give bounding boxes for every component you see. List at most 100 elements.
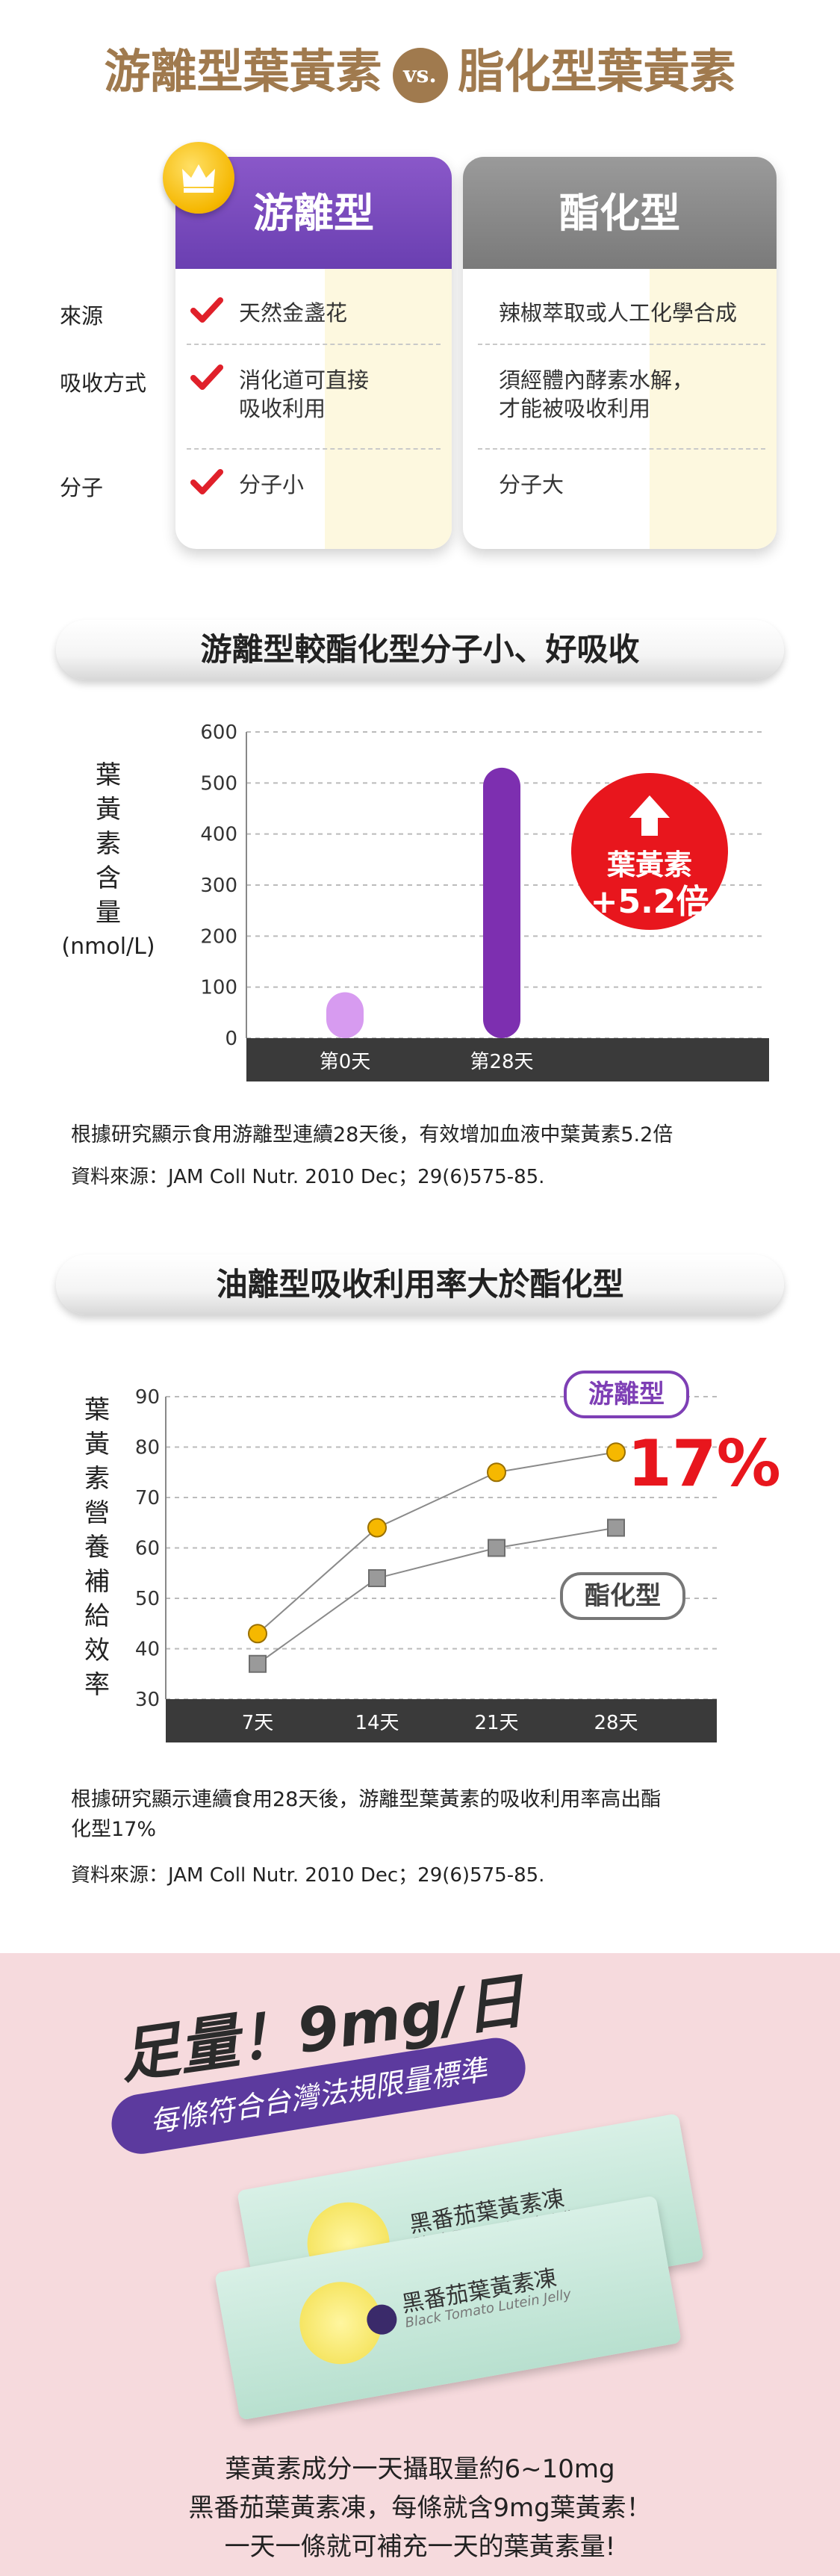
legend-ester-tag: 酯化型 [560,1572,685,1620]
ylabel-char: 補 [84,1567,110,1597]
ylabel-char: 黃 [84,1430,110,1459]
chart1-ylabel: 葉 黃 素 含 量 (nmol/L) [52,758,164,964]
row-label-absorb: 吸收方式 [60,370,147,396]
x-tick-label: 第0天 [320,1051,371,1073]
data-point [488,1539,505,1557]
row-label-source: 來源 [60,303,104,329]
free-source: 天然金盞花 [239,300,348,326]
legend-ester-label: 酯化型 [585,1581,661,1611]
crown-icon [182,164,215,193]
boost-value: +5.2倍 [590,883,709,921]
section2-banner: 油離型吸收利用率大於酯化型 [56,1255,784,1315]
data-point [368,1569,386,1587]
series-line [257,1451,617,1634]
data-point [367,1518,387,1538]
x-tick-label: 7天 [242,1712,274,1734]
y-tick-label: 50 [135,1588,160,1610]
row-divider [187,344,441,345]
ylabel-char: 素 [84,1464,110,1494]
data-point [248,1624,267,1644]
section2-note-2: 化型17% [71,1818,157,1841]
y-tick-label: 80 [135,1437,160,1459]
row-divider [478,448,765,450]
y-tick-label: 60 [135,1538,160,1560]
line-chart: 30 40 50 60 70 80 90 7天 14天 21天 28天 [135,1386,717,1742]
free-molecule: 分子小 [239,472,305,497]
ylabel-char: 給 [84,1601,110,1631]
ylabel-char: 素 [96,829,121,859]
section1-banner: 游離型較酯化型分子小、好吸收 [56,620,784,680]
ester-type-header: 酯化型 [463,157,777,269]
y-tick-label: 90 [135,1386,160,1409]
y-tick-label: 40 [135,1639,160,1661]
section1-note: 根據研究顯示食用游離型連續28天後，有效增加血液中葉黃素5.2倍 [71,1123,673,1146]
y-tick-label: 0 [225,1028,237,1050]
bar-chart: 0 100 200 300 400 500 600 第0天 第28天 [200,721,769,1081]
ylabel-char: 營 [84,1498,110,1528]
section2-source: 資料來源：JAM Coll Nutr. 2010 Dec；29(6)575-85… [71,1864,545,1887]
y-tick-label: 100 [200,977,237,999]
y-tick-label: 200 [200,925,237,948]
crown-badge [163,142,234,214]
vs-badge: vs. [392,48,448,103]
legend-free-label: 游離型 [588,1379,665,1409]
x-axis-band [246,1038,769,1081]
bar [326,992,364,1038]
ylabel-char: 含 [96,863,121,893]
bar [483,767,520,1038]
data-point [607,1518,625,1537]
y-tick-label: 70 [135,1487,160,1509]
check-icon [190,364,223,390]
ylabel-char: 率 [84,1670,110,1700]
ester-absorb-1: 須經體內酵素水解， [499,367,694,393]
y-tick-label: 400 [200,824,237,846]
row-label-molecule: 分子 [60,475,104,500]
row-divider [187,448,441,450]
check-icon [190,469,223,494]
free-type-card: 游離型 [175,157,452,549]
product-line-3: 一天一條就可補充一天的葉黃素量! [224,2532,616,2562]
page-title: 游離型葉黃素 vs. 脂化型葉黃素 [0,34,840,103]
ester-source: 辣椒萃取或人工化學合成 [499,300,738,326]
y-tick-label: 500 [200,772,237,795]
ylabel-char: 量 [96,898,121,928]
series-line [257,1527,617,1665]
title-left: 游離型葉黃素 [104,44,382,99]
x-tick-label: 21天 [474,1712,518,1734]
free-absorb-1: 消化道可直接 [239,367,370,393]
pct-label: 17% [627,1427,781,1501]
x-tick-label: 第28天 [470,1051,533,1073]
ylabel-char: 葉 [96,760,121,790]
product-line-2: 黑番茄葉黃素凍，每條就含9mg葉黃素！ [188,2493,652,2523]
product-line-1: 葉黃素成分一天攝取量約6~10mg [225,2454,615,2484]
y-tick-label: 600 [200,721,237,744]
ylabel-char: 黃 [96,795,121,825]
ylabel-unit: (nmol/L) [61,934,155,960]
highlight-band [325,269,452,549]
x-tick-label: 14天 [355,1712,399,1734]
ylabel-char: 效 [84,1636,110,1666]
ester-molecule: 分子大 [499,472,564,497]
legend-free-tag: 游離型 [564,1371,689,1418]
ester-absorb-2: 才能被吸收利用 [499,396,651,421]
y-tick-label: 300 [200,875,237,897]
ylabel-char: 葉 [84,1395,110,1425]
section2-note-1: 根據研究顯示連續食用28天後，游離型葉黃素的吸收利用率高出酯 [71,1788,662,1811]
check-icon [190,297,223,323]
y-tick-label: 30 [135,1689,160,1711]
arrow-up-icon [629,795,670,836]
free-absorb-2: 吸收利用 [239,396,326,421]
boost-badge: 葉黃素 +5.2倍 [571,773,728,930]
section1-source: 資料來源：JAM Coll Nutr. 2010 Dec；29(6)575-85… [71,1166,545,1188]
title-right: 脂化型葉黃素 [458,44,736,99]
x-tick-label: 28天 [594,1712,638,1734]
row-divider [478,344,765,345]
data-point [249,1654,267,1673]
data-point [487,1462,506,1483]
boost-label: 葉黃素 [606,848,692,881]
chart2-ylabel: 葉 黃 素 營 養 補 給 效 率 [78,1393,116,1702]
ester-type-card: 酯化型 [463,157,777,549]
x-axis-band [166,1699,717,1742]
data-point [606,1442,626,1462]
ylabel-char: 養 [84,1533,110,1562]
